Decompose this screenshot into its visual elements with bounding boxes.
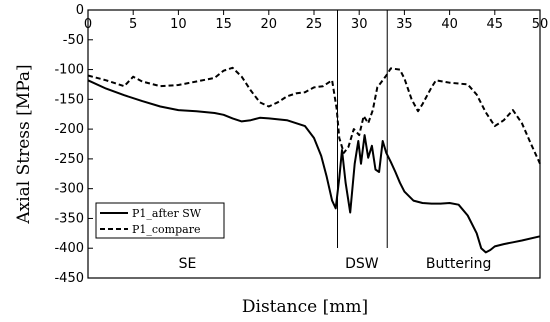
y-tick-label: -350 [54,211,84,226]
x-tick-label: 10 [170,17,187,32]
y-tick-label: -100 [54,63,84,78]
y-axis-ticks: 0-50-100-150-200-250-300-350-400-450 [54,3,93,286]
y-axis-title: Axial Stress [MPa] [14,64,34,224]
x-tick-label: 50 [532,17,549,32]
series-line-after-sw [87,79,541,254]
x-axis-title: Distance [mm] [242,297,368,317]
legend-label-dashed: P1_compare [132,223,200,236]
y-tick-label: -50 [63,33,84,48]
y-tick-label: -400 [54,241,84,256]
y-tick-label: -300 [54,182,84,197]
region-label: SE [179,256,197,272]
y-tick-label: -150 [54,92,84,107]
y-tick-label: -250 [54,152,84,167]
x-tick-label: 15 [215,17,232,32]
x-tick-label: 20 [261,17,278,32]
x-tick-label: 30 [351,17,368,32]
x-tick-label: 40 [441,17,458,32]
legend-box [95,202,225,239]
series-line-compare [87,66,541,165]
x-tick-label: 45 [487,17,504,32]
x-tick-label: 25 [306,17,323,32]
series-group [87,66,541,254]
y-tick-label: 0 [76,3,84,18]
x-tick-label: 5 [129,17,137,32]
legend: P1_after SW P1_compare [95,202,225,239]
legend-label-solid: P1_after SW [132,207,202,220]
x-tick-label: 35 [396,17,413,32]
y-tick-label: -450 [54,271,84,286]
x-axis-ticks: 0 5 10 15 20 25 30 35 40 45 50 [84,10,548,32]
x-tick-label: 0 [84,17,92,32]
region-label: DSW [345,256,379,272]
region-labels: SE DSW Buttering [179,256,492,272]
region-label: Buttering [426,256,491,272]
y-tick-label: -200 [54,122,84,137]
region-divider-lines [337,10,388,248]
